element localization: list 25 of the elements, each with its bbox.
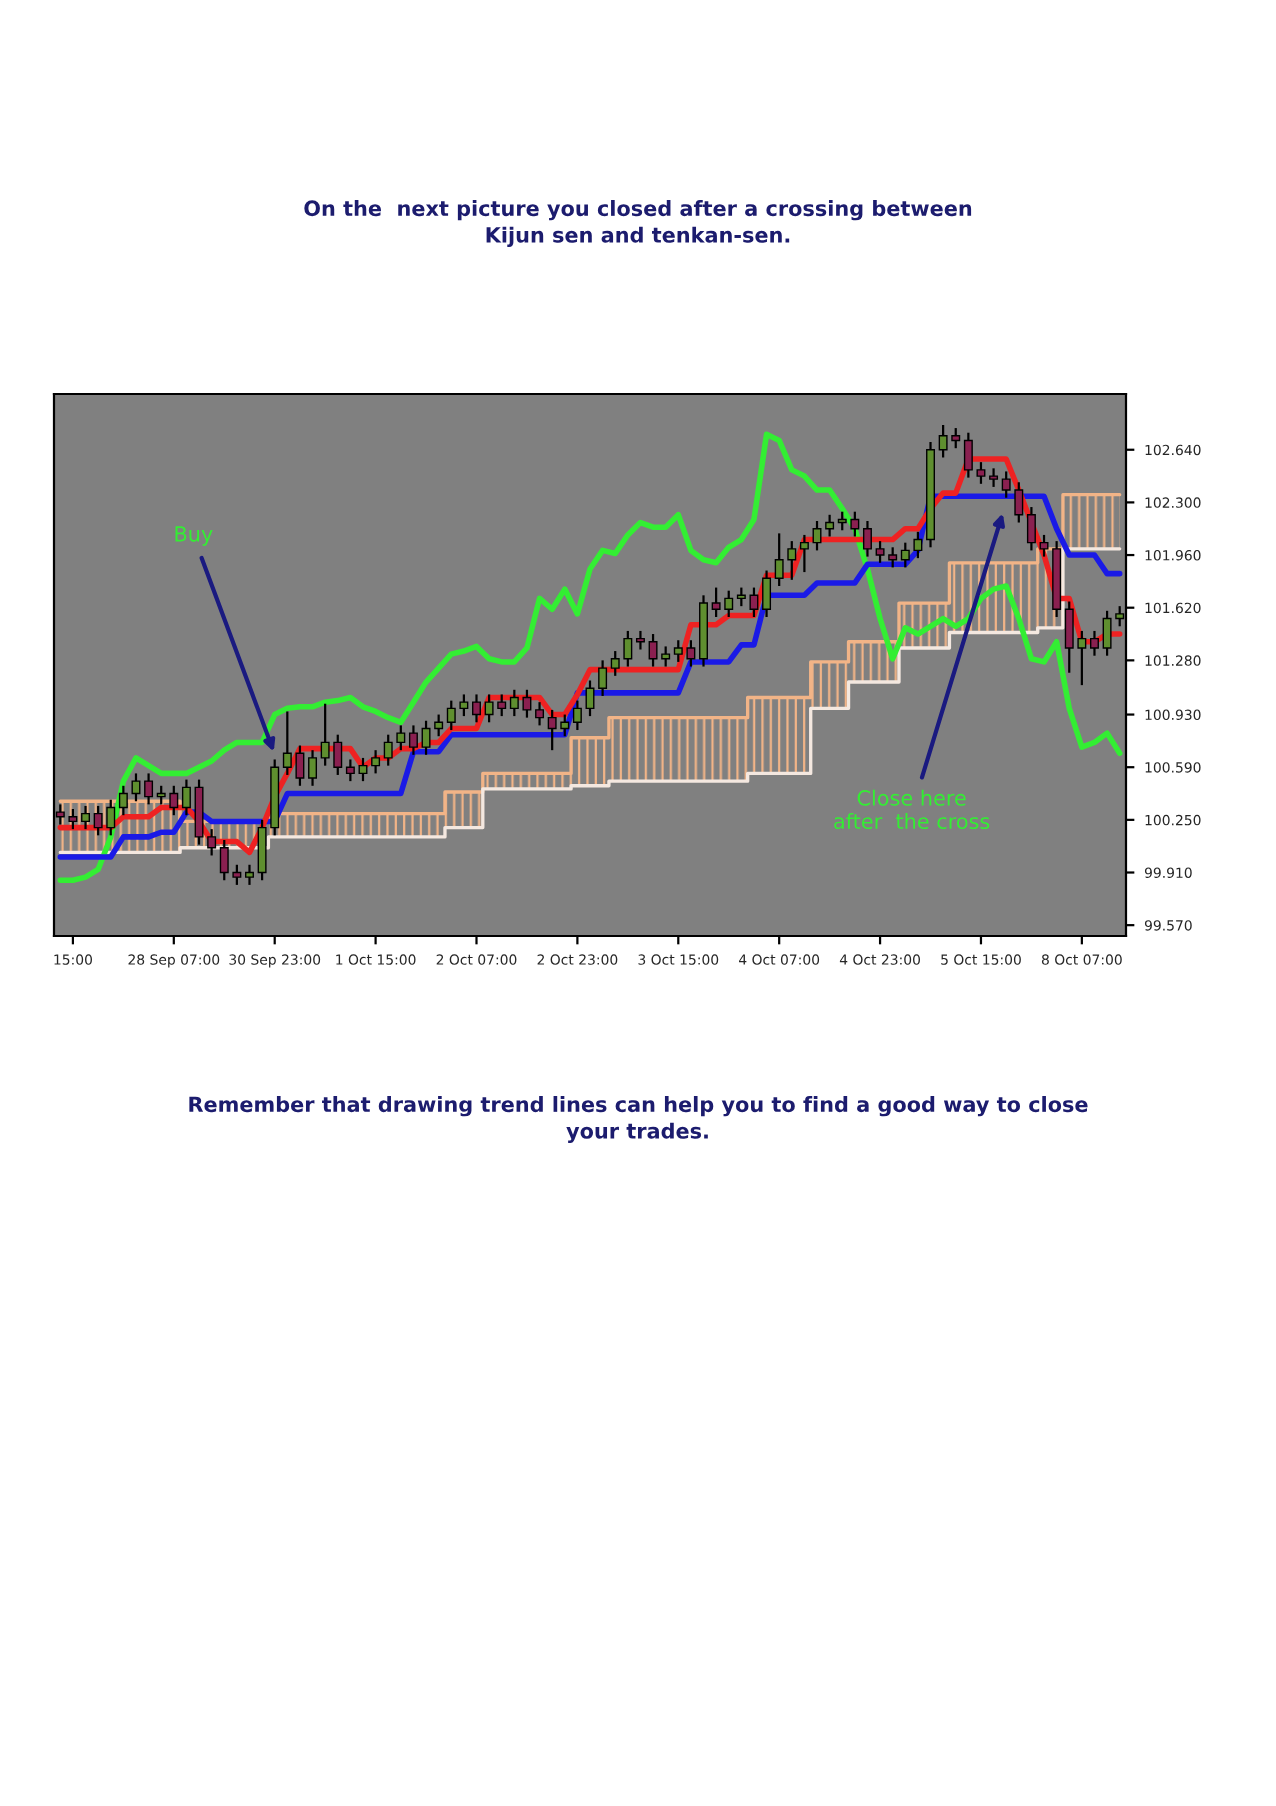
candlestick — [81, 804, 91, 831]
candlestick — [799, 533, 809, 574]
candlestick — [1089, 629, 1099, 657]
candlestick — [371, 749, 381, 775]
annotation: Close here after the cross — [834, 789, 990, 830]
candlestick — [358, 756, 368, 783]
text: Remember that drawing trend lines can help you to find a good way to close your trades. — [189, 1096, 1088, 1143]
candlestick — [572, 699, 582, 732]
annotation: Buy — [175, 526, 213, 546]
candlestick — [989, 467, 999, 489]
candlestick — [825, 513, 835, 538]
candlestick — [535, 701, 545, 727]
candlestick — [245, 863, 254, 887]
candlestick — [1026, 505, 1036, 552]
candlestick — [408, 724, 418, 756]
candlestick — [181, 778, 191, 817]
candlestick — [345, 758, 355, 783]
candlestick — [762, 569, 772, 619]
candlestick — [862, 519, 872, 558]
candlestick — [308, 749, 318, 787]
candlestick — [635, 629, 645, 651]
candlestick — [472, 693, 481, 724]
chart-title: On the next picture you closed after a crossing between Kijun sen and tenkan-sen. — [304, 200, 972, 247]
candlestick — [144, 772, 154, 806]
candlestick — [598, 659, 608, 698]
